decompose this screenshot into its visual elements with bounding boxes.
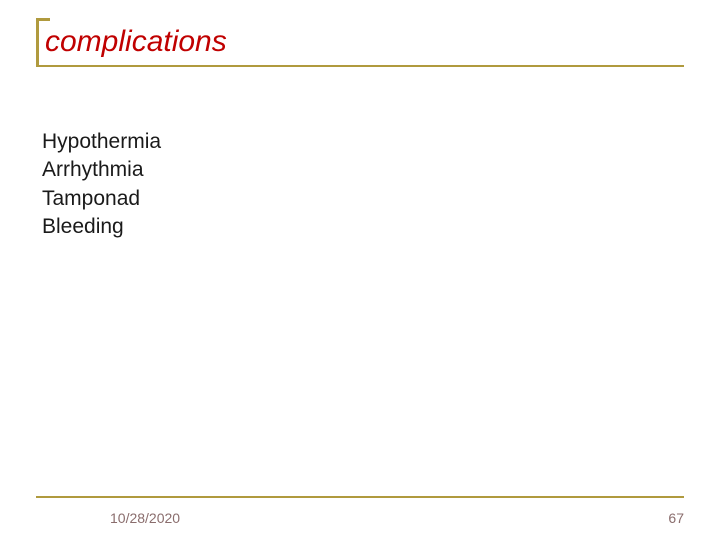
body-block: Hypothermia Arrhythmia Tamponad Bleeding [42, 128, 678, 241]
slide-title: complications [36, 21, 684, 65]
footer-page-number: 67 [668, 510, 684, 526]
title-block: complications [36, 18, 684, 67]
body-item: Hypothermia [42, 128, 678, 156]
title-rule-bottom [36, 65, 684, 67]
slide: complications Hypothermia Arrhythmia Tam… [0, 0, 720, 540]
footer-rule [36, 496, 684, 498]
body-item: Arrhythmia [42, 156, 678, 184]
body-item: Bleeding [42, 213, 678, 241]
footer-date: 10/28/2020 [110, 510, 180, 526]
body-item: Tamponad [42, 185, 678, 213]
